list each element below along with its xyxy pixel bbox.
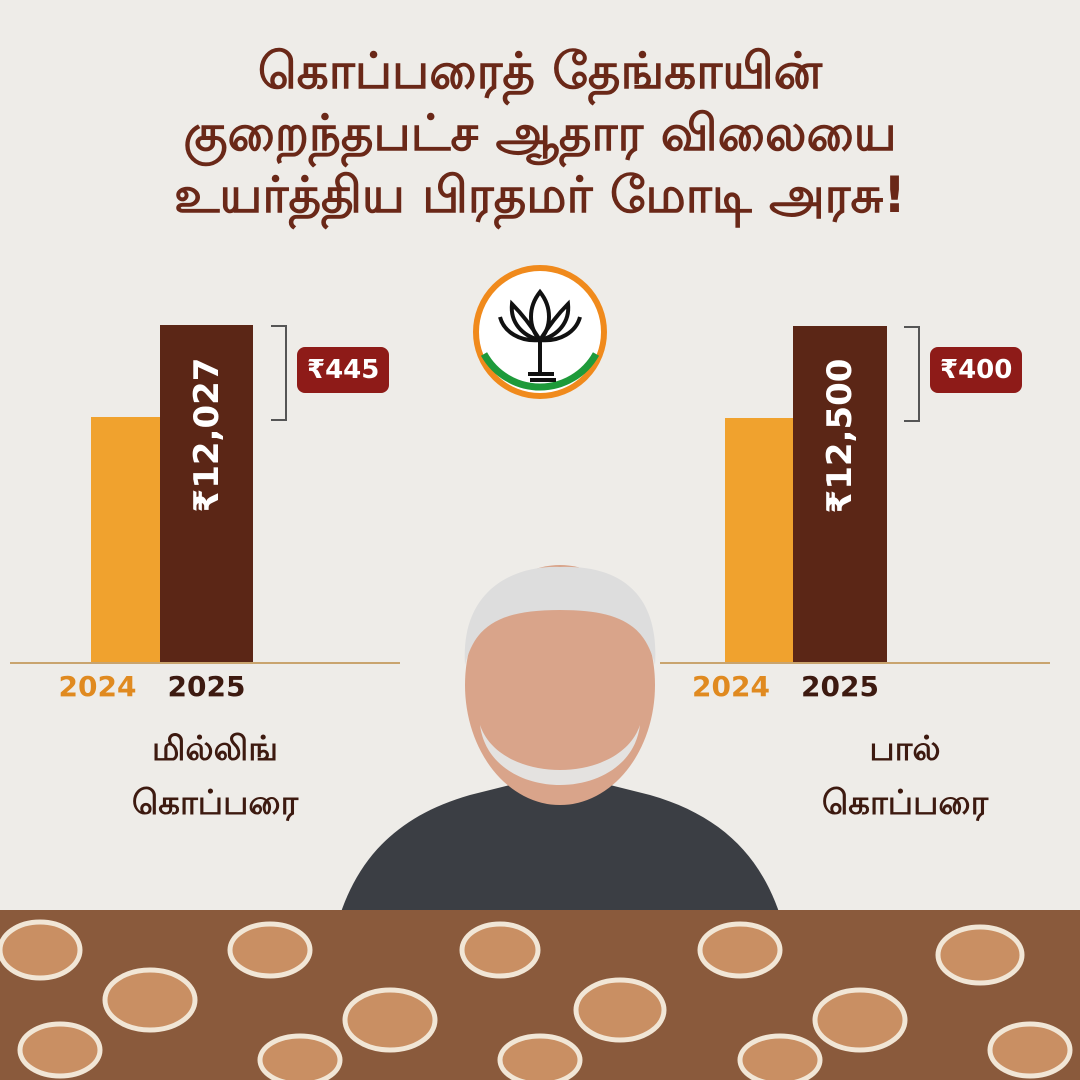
product-label: பால் கொப்பரை: [821, 729, 989, 823]
title-line: உயர்த்திய பிரதமர் மோடி அரசு!: [174, 166, 906, 224]
bar: [160, 325, 253, 662]
product-label: மில்லிங் கொப்பரை: [131, 729, 299, 823]
increase-badge: ₹400: [930, 347, 1023, 393]
party-logo: [473, 265, 607, 399]
bar: [725, 418, 793, 662]
value-label: ₹12,027: [186, 358, 227, 513]
bar: [793, 326, 887, 662]
year-label: 2025: [801, 670, 879, 703]
bar: [91, 417, 160, 662]
title-line: கொப்பரைத் தேங்காயின்: [257, 42, 823, 100]
bracket: [271, 325, 287, 422]
title: கொப்பரைத் தேங்காயின் குறைந்தபட்ச ஆதார வி…: [0, 40, 1080, 226]
baseline: [10, 662, 400, 664]
copra-strip: [0, 910, 1080, 1080]
year-label: 2025: [167, 670, 246, 703]
portrait: [340, 565, 780, 915]
year-label: 2024: [692, 670, 770, 703]
year-label: 2024: [58, 670, 137, 703]
value-label: ₹12,500: [820, 359, 860, 514]
increase-badge: ₹445: [297, 347, 390, 393]
title-line: குறைந்தபட்ச ஆதார விலையை: [183, 104, 897, 162]
bracket: [904, 326, 920, 423]
baseline: [660, 662, 1050, 664]
